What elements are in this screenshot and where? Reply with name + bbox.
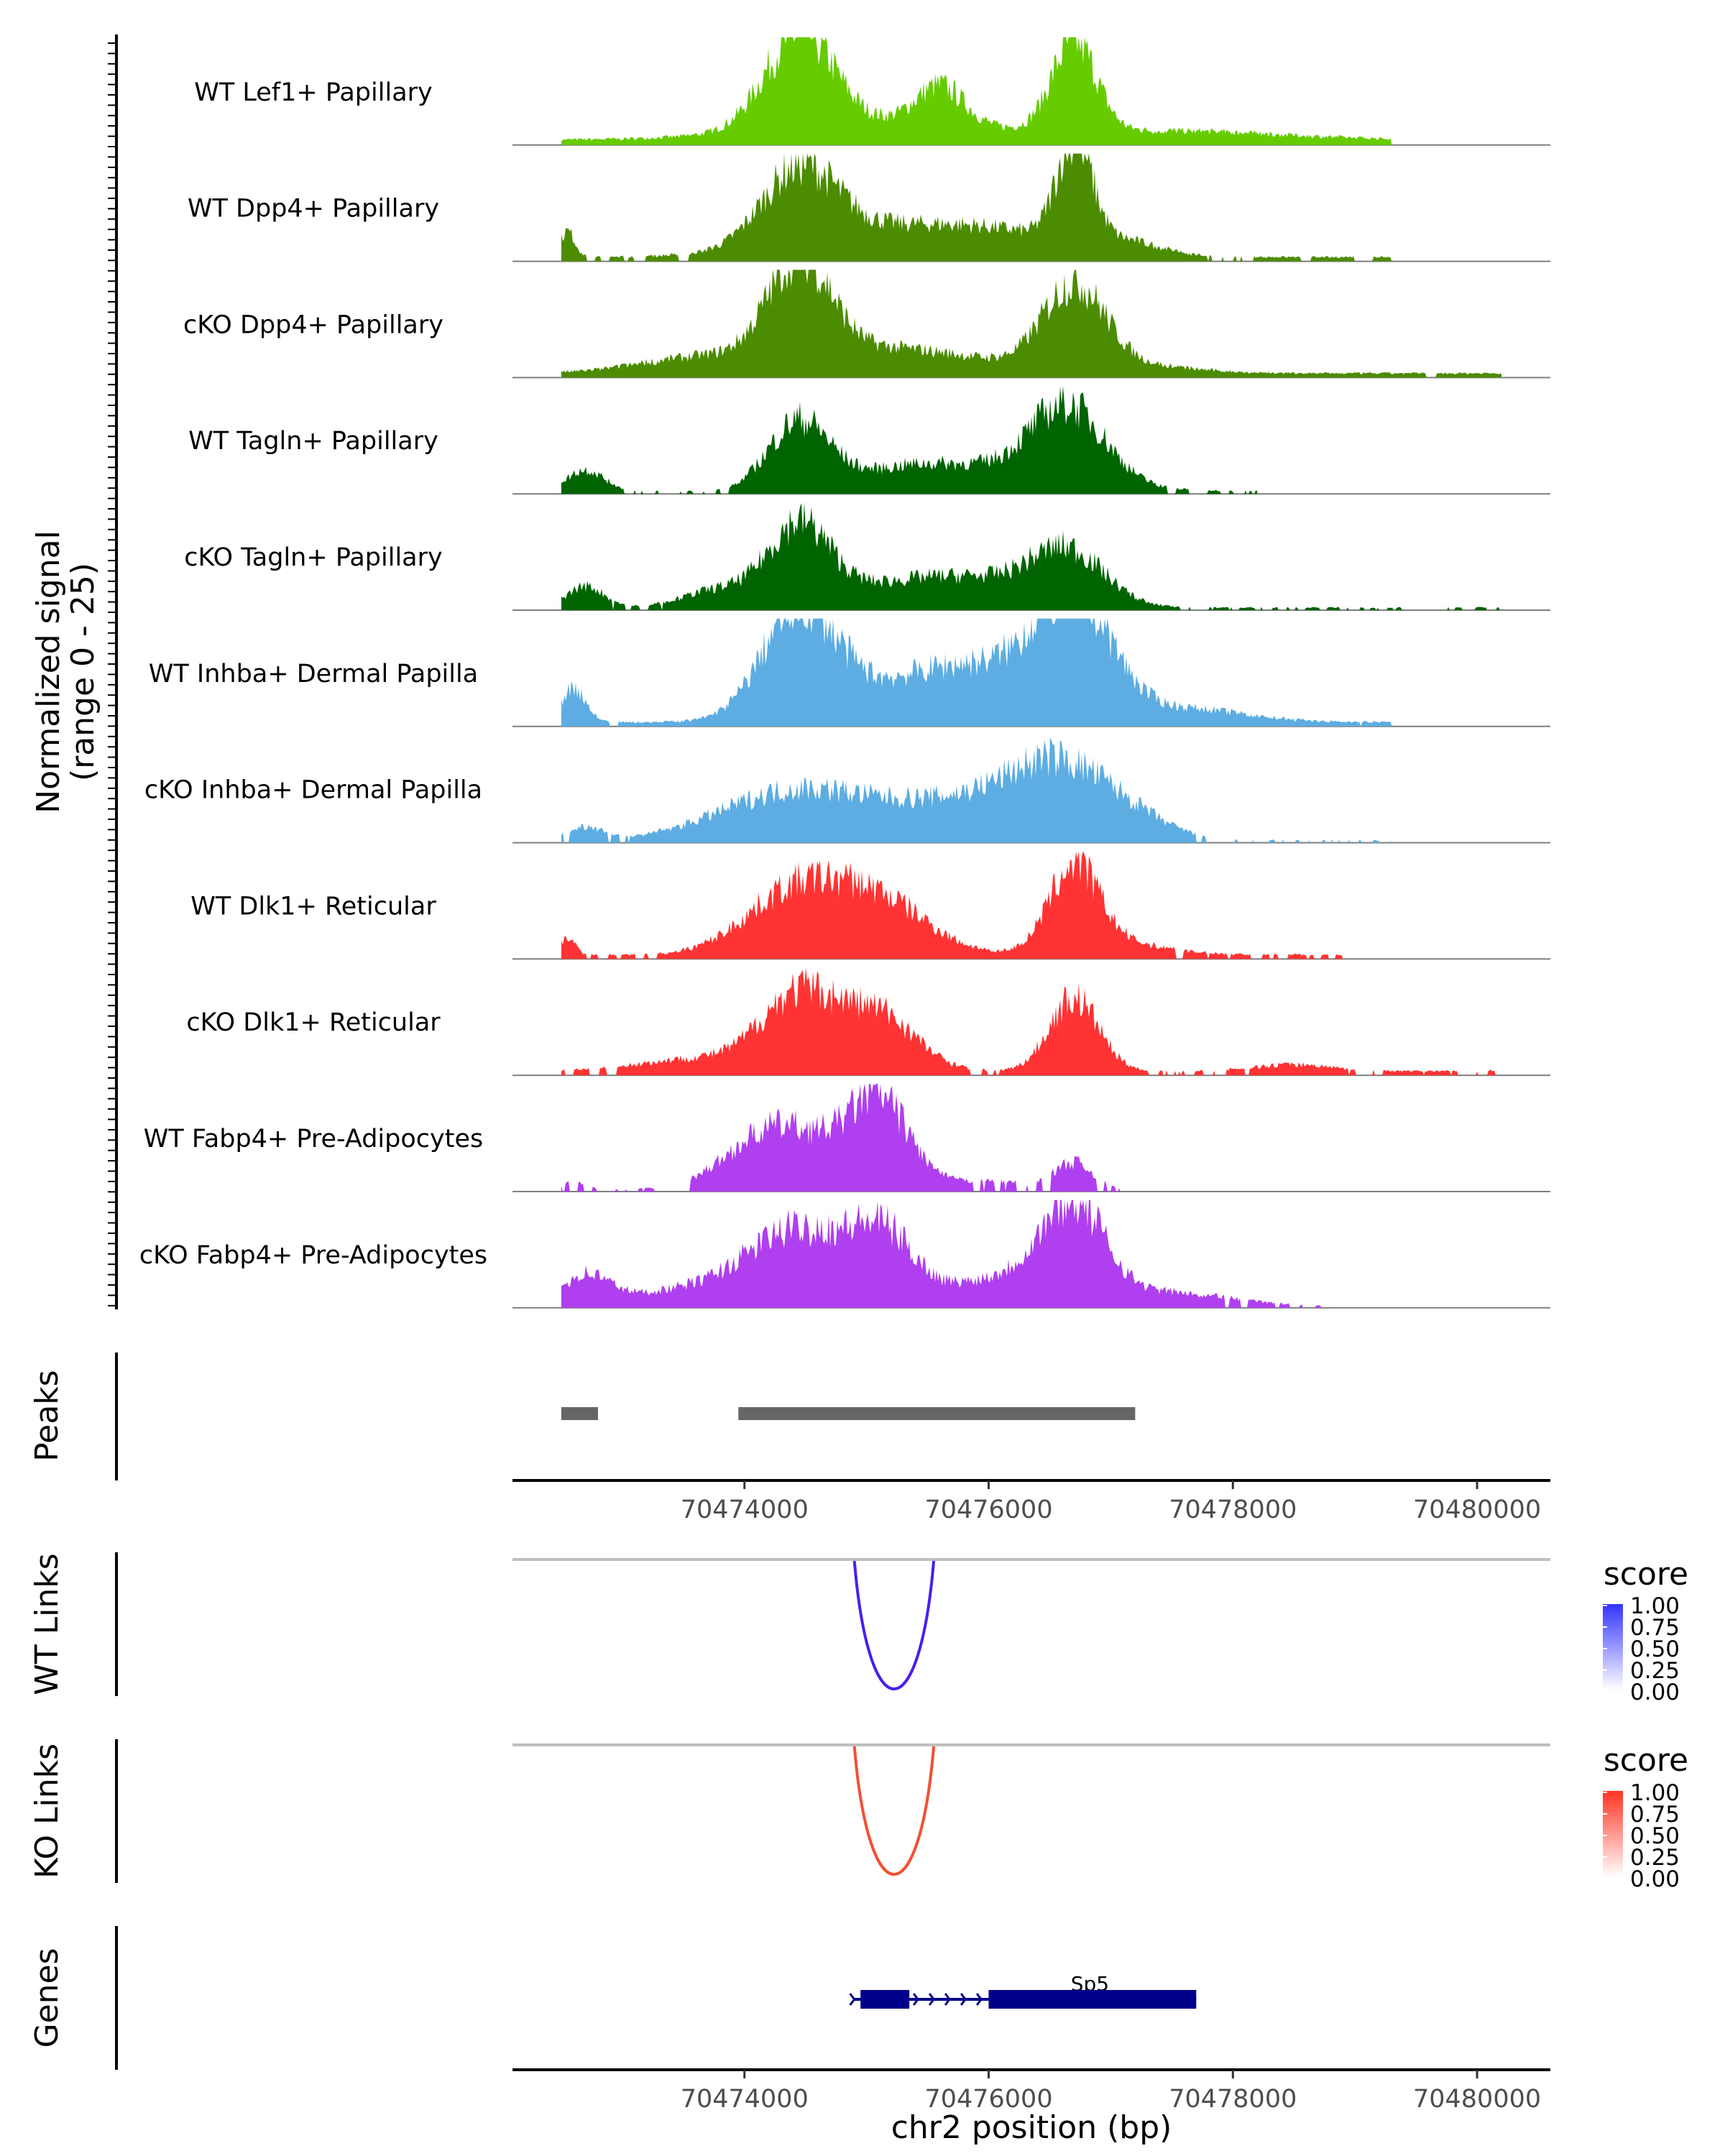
strand-arrow [912, 1993, 919, 2006]
x-tick-label: 70476000 [924, 1496, 1052, 1524]
track-label: WT Fabp4+ Pre-Adipocytes [144, 1125, 483, 1153]
coverage-track: cKO Dlk1+ Reticular [186, 967, 1550, 1077]
wt-links-label: WT Links [29, 1553, 65, 1695]
track-label: cKO Fabp4+ Pre-Adipocytes [139, 1241, 487, 1270]
coverage-track: WT Dlk1+ Reticular [190, 851, 1550, 960]
x-tick-label: 70478000 [1169, 1496, 1297, 1524]
ko-links-panel: KO Links score 1.000.750.500.250.00 [29, 1739, 1688, 1892]
genes-label: Genes [29, 1948, 65, 2047]
x-tick-label: 70474000 [681, 1496, 809, 1524]
coverage-track: WT Inhba+ Dermal Papilla [149, 618, 1550, 727]
legend-tick-label: 1.00 [1630, 1593, 1680, 1619]
ko-links-label: KO Links [29, 1743, 65, 1879]
coverage-panel: Normalized signal (range 0 - 25) WT Lef1… [30, 34, 1550, 1309]
track-label: WT Tagln+ Papillary [188, 427, 438, 456]
track-label: WT Dpp4+ Papillary [188, 195, 439, 224]
wt-link-arc [852, 1560, 936, 1691]
coverage-ylabel-line1: Normalized signal [30, 530, 67, 814]
track-signal-area [561, 153, 1392, 262]
legend-tick-label: 0.75 [1630, 1615, 1680, 1641]
track-signal-area [561, 618, 1392, 727]
coverage-tracks: WT Lef1+ Papillary WT Dpp4+ Papillary cKO … [139, 37, 1550, 1309]
wt-links-panel: WT Links score 1.000.750.500.250.00 [29, 1552, 1688, 1705]
track-label: WT Lef1+ Papillary [194, 78, 433, 107]
legend-tick-label: 1.00 [1630, 1780, 1680, 1806]
strand-arrow [928, 1993, 935, 2006]
track-signal-area [561, 967, 1501, 1076]
wt-legend-colorbar [1603, 1604, 1623, 1690]
track-label: cKO Dpp4+ Papillary [183, 310, 443, 339]
legend-tick-label: 0.25 [1630, 1845, 1680, 1871]
wt-legend-title: score [1604, 1556, 1688, 1593]
x-tick-label: 70478000 [1169, 2085, 1297, 2114]
gene-exon [860, 1990, 910, 2009]
ko-legend-colorbar [1603, 1791, 1623, 1877]
genes-x-ticks: 70474000 70476000 70478000 70480000 [681, 2070, 1541, 2114]
strand-arrow [849, 1993, 856, 2006]
coverage-track: WT Lef1+ Papillary [194, 37, 1550, 146]
coverage-y-ticks [108, 42, 116, 1307]
track-signal-area [561, 737, 1392, 843]
genes-panel: Genes Sp5 70474000 70476000 70478000 704800… [29, 1926, 1550, 2146]
coverage-track: cKO Dpp4+ Papillary [183, 270, 1550, 379]
track-signal-area [561, 1084, 1123, 1192]
peak-bar [738, 1407, 1136, 1420]
x-axis-title: chr2 position (bp) [891, 2109, 1172, 2146]
peaks-bars [561, 1407, 1136, 1420]
ko-legend-ticks: 1.000.750.500.250.00 [1603, 1780, 1680, 1892]
wt-legend-ticks: 1.000.750.500.250.00 [1603, 1593, 1680, 1705]
peak-bar [561, 1407, 598, 1420]
track-signal-area [561, 851, 1343, 959]
track-label: WT Inhba+ Dermal Papilla [149, 660, 478, 688]
track-signal-area [561, 386, 1258, 494]
track-label: cKO Inhba+ Dermal Papilla [144, 776, 482, 805]
coverage-track: cKO Inhba+ Dermal Papilla [144, 737, 1550, 844]
gene-exon [988, 1990, 1197, 2009]
track-signal-area [561, 1199, 1343, 1308]
strand-arrow [975, 1993, 983, 2006]
legend-tick-label: 0.25 [1630, 1658, 1680, 1684]
track-label: cKO Dlk1+ Reticular [186, 1008, 441, 1037]
track-signal-area [561, 37, 1392, 145]
strand-arrow [960, 1993, 967, 2006]
coverage-track: WT Tagln+ Papillary [188, 386, 1550, 495]
legend-tick-label: 0.00 [1630, 1680, 1680, 1705]
ko-link-arc [852, 1746, 936, 1876]
strand-arrow [944, 1993, 951, 2006]
coverage-track: WT Fabp4+ Pre-Adipocytes [144, 1084, 1550, 1192]
ko-legend-title: score [1604, 1742, 1688, 1779]
coverage-track: cKO Tagln+ Papillary [184, 502, 1550, 611]
x-tick-label: 70474000 [681, 2085, 809, 2114]
track-label: cKO Tagln+ Papillary [184, 543, 443, 572]
coverage-track: WT Dpp4+ Papillary [188, 153, 1550, 262]
gene-model [849, 1990, 1197, 2009]
legend-tick-label: 0.75 [1630, 1802, 1680, 1828]
peaks-x-ticks: 70474000 70476000 70478000 70480000 [681, 1480, 1541, 1524]
peaks-label: Peaks [29, 1370, 65, 1461]
legend-tick-label: 0.50 [1630, 1823, 1680, 1849]
x-tick-label: 70480000 [1413, 2085, 1541, 2114]
track-signal-area [561, 502, 1501, 610]
legend-tick-label: 0.00 [1630, 1866, 1680, 1892]
x-tick-label: 70480000 [1413, 1496, 1541, 1524]
legend-tick-label: 0.50 [1630, 1636, 1680, 1662]
coverage-track: cKO Fabp4+ Pre-Adipocytes [139, 1199, 1550, 1309]
track-signal-area [561, 270, 1501, 378]
track-label: WT Dlk1+ Reticular [190, 892, 436, 921]
peaks-panel: Peaks 70474000 70476000 70478000 70480000 [29, 1353, 1550, 1524]
x-tick-label: 70476000 [924, 2085, 1052, 2114]
coverage-ylabel-line2: (range 0 - 25) [65, 563, 101, 781]
